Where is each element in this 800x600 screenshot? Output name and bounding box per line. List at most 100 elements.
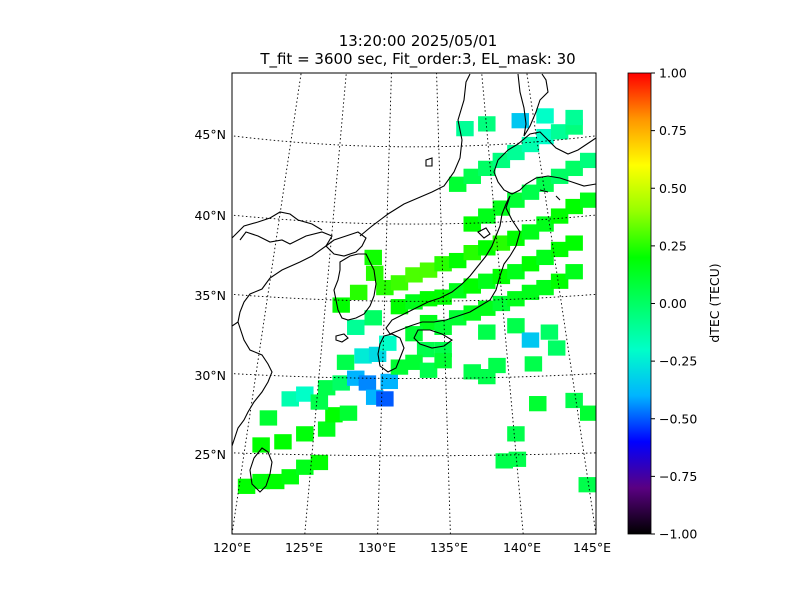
colorbar-tick-label: 0.25 (659, 238, 687, 253)
dtec-cell (364, 310, 382, 326)
dtec-cell (507, 230, 525, 246)
dtec-cell (536, 216, 554, 232)
meridian-145 (526, 73, 596, 534)
colorbar-tick-label: −0.25 (659, 354, 697, 369)
dtec-cell (434, 256, 452, 272)
meridian-125 (304, 73, 347, 534)
dtec-cell (521, 332, 540, 348)
coastline-sado (477, 227, 491, 239)
dtec-cell (565, 160, 583, 177)
parallel-40 (232, 214, 596, 225)
coastline-dprk (325, 231, 367, 257)
dtec-cell (419, 291, 438, 307)
dtec-cell (478, 273, 496, 289)
dtec-cell (540, 324, 559, 340)
dtec-cell (448, 176, 467, 192)
colorbar-tick-label: 0.00 (659, 296, 687, 311)
dtec-cell (550, 124, 569, 140)
dtec-cell (358, 375, 377, 391)
parallel-35 (232, 293, 596, 302)
dtec-cell (419, 362, 438, 378)
meridian-120 (232, 73, 302, 534)
dtec-cell (390, 359, 409, 375)
dtec-cell (507, 144, 525, 161)
coastline-taiwan (249, 447, 273, 493)
dtec-cell (434, 319, 452, 335)
coastline-kyushu (377, 333, 405, 373)
dtec-cell (274, 434, 292, 450)
dtec-cell (332, 297, 350, 313)
coastline-korea (333, 253, 377, 321)
dtec-cell (405, 267, 423, 283)
dtec-cell (536, 108, 554, 124)
parallel-30 (232, 373, 596, 379)
dtec-cell (529, 396, 547, 412)
dtec-cell (478, 116, 496, 132)
dtec-cell (478, 324, 496, 340)
dtec-cell (419, 314, 438, 331)
dtec-cell (507, 291, 525, 307)
dtec-cell (317, 421, 336, 437)
dtec-cell (521, 136, 540, 153)
dtec-cell (478, 240, 496, 256)
dtec-cell (281, 469, 299, 485)
dtec-cell (463, 168, 481, 184)
colorbar-ticks: 1.00 0.75 0.50 0.25 0.00 −0.25 −0.50 −0.75 −1.00 (651, 66, 697, 542)
colorbar-tick-label: −0.50 (659, 411, 697, 426)
dtec-cell (478, 368, 496, 385)
coastline-northeast-isles (425, 157, 561, 201)
dtec-cell (524, 356, 543, 372)
dtec-cells-layer (237, 108, 596, 494)
dtec-cell (492, 295, 511, 312)
dtec-cell (376, 391, 394, 407)
dtec-cell (478, 160, 496, 177)
dtec-cell (565, 235, 583, 251)
dtec-cell (463, 305, 481, 321)
lon-tick-120: 120°E (213, 540, 251, 555)
latitude-tick-labels: 25°N 30°N 35°N 40°N 45°N (194, 127, 226, 462)
dtec-cell (507, 426, 525, 442)
dtec-cell (266, 473, 285, 490)
dtec-cell (310, 394, 329, 410)
dtec-cell (565, 198, 583, 215)
dtec-cell (310, 454, 329, 471)
coastline-honshu (385, 195, 521, 335)
chart-subtitle: T_fit = 3600 sec, Fit_order:3, EL_mask: … (259, 50, 575, 69)
lat-tick-40: 40°N (194, 208, 226, 223)
lat-tick-25: 25°N (194, 447, 226, 462)
dtec-cell (380, 373, 398, 390)
coastline-shikoku (413, 329, 453, 349)
graticule-layer (232, 73, 596, 534)
dtec-cell (405, 354, 423, 370)
dtec-cell (478, 208, 496, 224)
parallel-25 (232, 452, 596, 457)
lat-tick-35: 35°N (194, 288, 226, 303)
map-frame (231, 72, 597, 535)
parallel-45 (232, 135, 596, 148)
dtec-cell (296, 426, 314, 442)
dtec-cell (364, 249, 382, 266)
colorbar-gradient (627, 72, 652, 535)
dtec-cell (237, 478, 256, 494)
colorbar-tick-label: 1.00 (659, 66, 687, 81)
dtec-cell (448, 310, 467, 326)
dtec-cell (550, 208, 569, 224)
dtec-cell (390, 275, 409, 291)
dtec-cell (296, 386, 314, 402)
lon-tick-125: 125°E (285, 540, 323, 555)
colorbar-tick-label: 0.75 (659, 123, 687, 138)
dtec-cell (565, 109, 583, 126)
coastline-layer (232, 73, 596, 493)
coastline-hokkaido (493, 131, 596, 195)
dtec-cell (379, 335, 397, 351)
dtec-cell (536, 176, 554, 192)
dtec-cell (448, 252, 467, 269)
dtec-cell (521, 256, 540, 272)
dtec-cell (492, 268, 511, 285)
dtec-cell (416, 341, 435, 358)
dtec-cell (376, 279, 394, 296)
colorbar-tick-label: 0.50 (659, 181, 687, 196)
dtec-cell (547, 340, 566, 356)
dtec-cell (579, 192, 596, 208)
